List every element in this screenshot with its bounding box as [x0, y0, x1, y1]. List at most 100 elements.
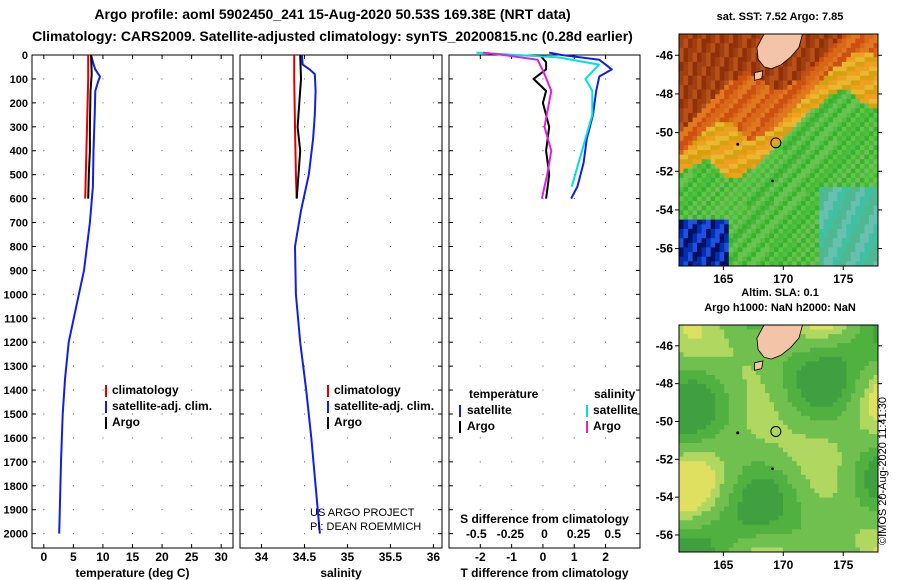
map-cell	[828, 506, 834, 512]
map-cell	[760, 524, 766, 530]
map-cell	[688, 483, 693, 489]
map-cell	[692, 159, 698, 165]
map-cell	[737, 256, 743, 262]
map-cell	[814, 402, 820, 408]
map-cell	[710, 474, 716, 480]
map-cell	[706, 443, 712, 448]
grid-dot	[605, 102, 607, 104]
map-cell	[805, 122, 811, 128]
grid-dot	[102, 461, 104, 463]
map-cell	[846, 228, 852, 234]
map-cell	[706, 347, 712, 353]
map-cell	[746, 238, 752, 244]
map-cell	[733, 402, 739, 408]
map-cell	[828, 61, 834, 67]
map-cell	[841, 402, 847, 408]
map-cell	[737, 145, 743, 151]
map-cell	[733, 80, 739, 86]
map-cell	[760, 374, 766, 380]
map-cell	[760, 85, 766, 91]
map-cell	[823, 150, 829, 156]
map-cell	[733, 329, 739, 335]
map-cell	[710, 57, 716, 63]
map-cell	[733, 356, 739, 362]
map-cell	[841, 252, 847, 258]
map-cell	[859, 126, 865, 132]
map-cell	[792, 492, 797, 498]
map-cell	[868, 131, 874, 137]
map-cell	[764, 547, 770, 553]
map-cell	[728, 163, 734, 169]
map-cell	[846, 447, 852, 453]
grid-dot	[72, 365, 74, 367]
map-cell	[724, 145, 730, 151]
map-cell	[823, 233, 829, 239]
map-cell	[697, 479, 703, 485]
grid-dot	[43, 413, 45, 415]
map-cell	[710, 154, 716, 160]
map-cell	[814, 126, 820, 132]
map-cell	[760, 393, 766, 399]
grid-dot	[479, 78, 481, 80]
map-cell	[724, 370, 730, 376]
map-cell	[859, 524, 865, 530]
map-cell	[710, 429, 716, 435]
grid-dot	[72, 102, 74, 104]
map-cell	[692, 219, 698, 225]
map-cell	[706, 150, 712, 156]
map-cell	[828, 524, 834, 530]
map-cell	[846, 43, 852, 49]
map-cell	[679, 224, 684, 230]
map-cell	[706, 547, 712, 553]
map-cell	[724, 361, 730, 367]
map-cell	[819, 470, 825, 476]
map-cell	[823, 443, 829, 448]
map-cell	[733, 140, 739, 146]
grid-dot	[346, 341, 348, 343]
map-cell	[683, 443, 689, 448]
map-cell	[850, 429, 856, 435]
map-cell	[701, 402, 707, 408]
annotation-pi: PI: DEAN ROEMMICH	[310, 521, 421, 533]
map-cell	[697, 94, 703, 100]
map-cell	[810, 470, 816, 476]
map-cell	[737, 479, 743, 485]
map-cell	[773, 420, 779, 426]
map-cell	[823, 34, 829, 40]
map-cell	[755, 325, 761, 330]
map-cell	[742, 397, 748, 403]
map-cell	[719, 219, 725, 225]
map-cell	[683, 112, 689, 118]
map-cell	[868, 214, 874, 220]
map-cell	[778, 356, 784, 362]
map-cell	[778, 252, 784, 258]
map-cell	[778, 89, 784, 95]
map-cell	[864, 85, 870, 91]
map-cell	[792, 126, 797, 132]
map-cell	[724, 511, 730, 517]
map-cell	[769, 388, 775, 394]
map-cell	[764, 159, 770, 165]
map-cell	[706, 136, 712, 142]
map-cell	[697, 488, 703, 494]
map-cell	[778, 538, 784, 544]
map-cell	[828, 210, 834, 216]
map-cell	[692, 117, 698, 123]
map-cell	[755, 488, 761, 494]
map-cell	[832, 370, 838, 376]
map-cell	[769, 66, 775, 72]
map-cell	[701, 66, 707, 72]
map-cell	[855, 470, 861, 476]
map-cell	[751, 38, 757, 44]
map-cell	[683, 201, 689, 207]
map-cell	[692, 356, 698, 362]
map-cell	[783, 529, 788, 535]
map-cell	[697, 140, 703, 146]
map-cell	[792, 80, 797, 86]
map-cell	[746, 547, 752, 553]
map-cell	[764, 415, 770, 421]
map-cell	[864, 502, 870, 507]
map-cell	[801, 511, 807, 517]
map-cell	[719, 533, 725, 539]
map-cell	[778, 443, 784, 448]
